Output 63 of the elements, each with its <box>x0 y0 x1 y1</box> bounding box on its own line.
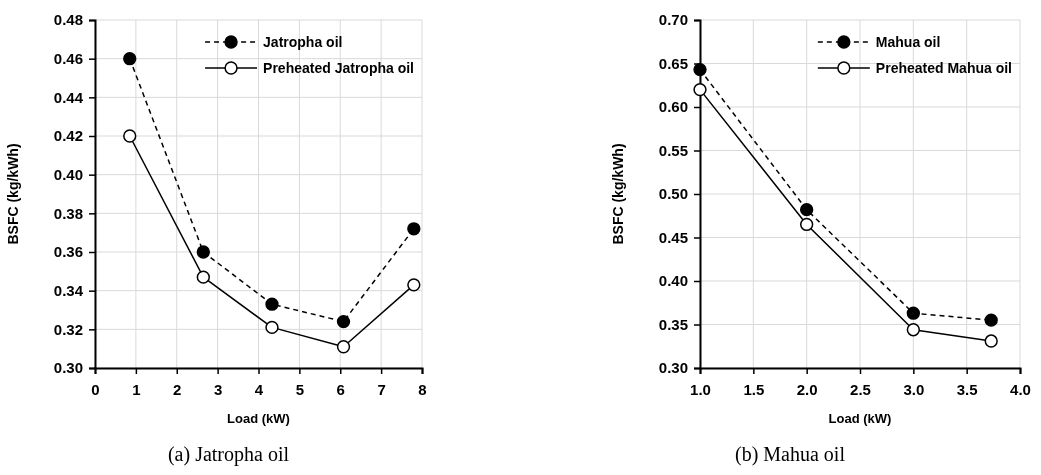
point <box>800 203 814 217</box>
point <box>800 217 814 232</box>
y-tick-label: 0.40 <box>658 272 688 290</box>
x-tick-label: 2 <box>173 380 182 398</box>
y-tick-label: 0.46 <box>53 49 83 67</box>
point <box>196 245 210 259</box>
y-tick-label: 0.30 <box>53 359 83 377</box>
point <box>123 129 137 143</box>
y-tick-label: 0.44 <box>53 88 84 106</box>
x-tick-label: 5 <box>295 380 305 398</box>
x-tick-label: 1.5 <box>743 380 765 398</box>
point <box>265 320 279 335</box>
x-tick-label: 2.0 <box>796 380 818 398</box>
y-axis-title: BSFC (kg/kWh) <box>610 143 626 245</box>
point <box>336 340 351 354</box>
y-tick-label: 0.35 <box>658 315 688 333</box>
x-tick-label: 1 <box>132 380 141 398</box>
x-tick-label: 3.0 <box>903 380 925 398</box>
y-tick-label: 0.45 <box>658 228 688 246</box>
point <box>906 306 920 320</box>
text: (a) Jatropha oil <box>167 443 290 466</box>
x-axis-title: Load (kW) <box>828 411 892 426</box>
x-tick-label: 4.0 <box>1010 380 1031 398</box>
x-tick-label: 0 <box>91 380 100 398</box>
x-tick-label: 7 <box>377 380 386 398</box>
x-tick-label: 2.5 <box>850 380 871 398</box>
y-axis-title: BSFC (kg/kWh) <box>5 143 21 245</box>
x-tick-label: 4 <box>254 380 264 398</box>
y-tick-label: 0.34 <box>53 281 84 299</box>
y-tick-label: 0.30 <box>658 359 688 377</box>
x-tick-label: 8 <box>418 380 427 398</box>
y-tick-label: 0.38 <box>53 204 83 222</box>
x-tick-label: 6 <box>336 380 345 398</box>
point <box>265 297 279 311</box>
y-tick-label: 0.36 <box>53 243 83 261</box>
x-tick-label: 1.0 <box>690 380 711 398</box>
point <box>984 313 998 327</box>
legend-label: Preheated Jatropha oil <box>263 60 414 76</box>
point <box>693 82 707 97</box>
x-tick-label: 3 <box>213 380 223 398</box>
y-tick-label: 0.55 <box>658 141 688 159</box>
point <box>984 334 998 348</box>
legend-label: Mahua oil <box>875 34 941 50</box>
y-tick-label: 0.48 <box>53 11 83 29</box>
y-tick-label: 0.65 <box>658 54 688 72</box>
point <box>407 278 421 292</box>
legend-label: Preheated Mahua oil <box>875 60 1012 76</box>
y-tick-label: 0.70 <box>658 11 688 29</box>
text: (b) Mahua oil <box>735 443 846 466</box>
point <box>196 270 210 284</box>
legend-label: Jatropha oil <box>263 34 343 50</box>
y-tick-label: 0.50 <box>658 185 688 203</box>
point <box>407 222 421 236</box>
point <box>693 62 707 77</box>
x-tick-label: 3.5 <box>956 380 978 398</box>
y-tick-label: 0.60 <box>658 98 688 116</box>
x-axis-title: Load (kW) <box>227 411 290 426</box>
point <box>336 314 351 329</box>
y-tick-label: 0.42 <box>53 127 83 145</box>
y-tick-label: 0.40 <box>53 165 83 183</box>
point <box>123 52 137 66</box>
point <box>906 323 920 337</box>
y-tick-label: 0.32 <box>53 320 83 338</box>
